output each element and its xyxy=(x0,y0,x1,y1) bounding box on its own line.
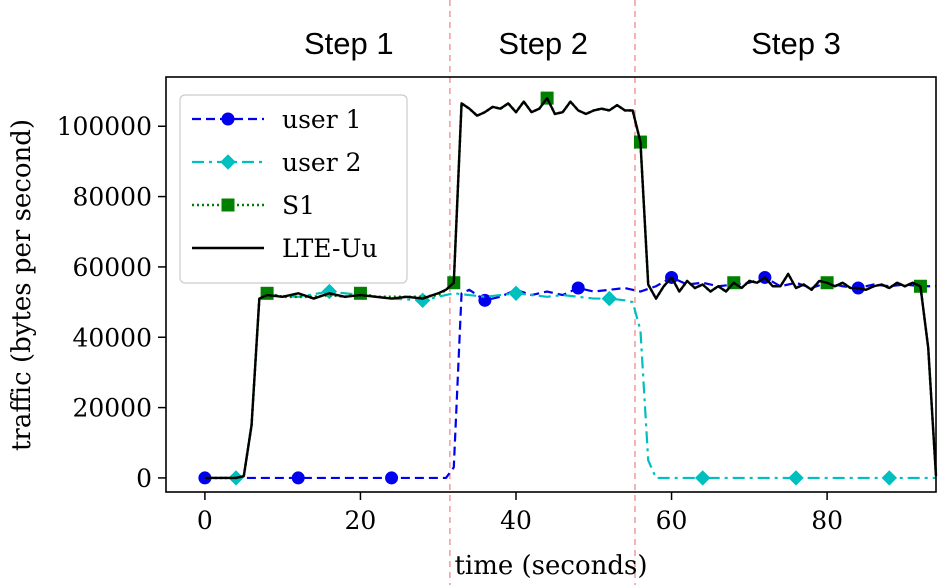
x-tick-label: 20 xyxy=(345,506,377,535)
series-line xyxy=(204,290,936,480)
step-labels: Step 1 Step 2 Step 3 xyxy=(304,26,841,61)
legend-label: user 2 xyxy=(282,148,362,177)
legend-marker xyxy=(221,198,235,212)
data-point-marker xyxy=(385,471,399,485)
x-axis: 0 20 40 60 80 xyxy=(197,492,843,535)
legend-label: LTE-Uu xyxy=(282,234,378,263)
series-lte-uu xyxy=(204,96,938,480)
x-tick-label: 0 xyxy=(197,506,213,535)
y-tick-label: 80000 xyxy=(72,183,152,212)
legend-label: user 1 xyxy=(282,105,362,134)
x-tick-label: 40 xyxy=(500,506,532,535)
series-line xyxy=(204,276,936,480)
step-label: Step 1 xyxy=(304,26,394,61)
legend: user 1 user 2 S1 LTE-Uu xyxy=(179,94,408,284)
x-tick-label: 80 xyxy=(811,506,843,535)
y-tick-label: 40000 xyxy=(72,323,152,352)
data-point-marker xyxy=(881,470,898,486)
data-point-marker xyxy=(601,290,618,307)
data-point-marker xyxy=(414,292,431,309)
legend-box xyxy=(179,94,408,284)
legend-marker xyxy=(221,112,235,126)
series-user-1 xyxy=(198,270,936,485)
step-label: Step 2 xyxy=(498,26,588,61)
x-axis-label: time (seconds) xyxy=(454,551,647,581)
y-axis: 0 20000 40000 60000 80000 100000 xyxy=(57,112,166,493)
x-tick-label: 60 xyxy=(656,506,688,535)
step-label: Step 3 xyxy=(751,26,841,61)
y-tick-label: 20000 xyxy=(72,394,152,423)
data-point-marker xyxy=(788,470,804,486)
y-tick-label: 100000 xyxy=(57,112,152,141)
y-axis-label: traffic (bytes per second) xyxy=(7,119,37,451)
legend-marker xyxy=(220,154,236,170)
data-point-marker xyxy=(571,281,585,295)
data-point-marker xyxy=(508,285,524,301)
series-line xyxy=(204,96,938,480)
plot-frame xyxy=(165,76,937,493)
legend-label: S1 xyxy=(282,191,315,220)
data-point-marker xyxy=(291,471,305,485)
data-point-marker xyxy=(694,470,711,486)
y-tick-label: 0 xyxy=(136,464,152,493)
y-tick-label: 60000 xyxy=(72,253,152,282)
series-user-2 xyxy=(204,283,936,486)
series-layer xyxy=(198,91,938,486)
step-boundaries xyxy=(449,0,636,585)
data-point-marker xyxy=(321,283,338,300)
data-point-marker xyxy=(353,286,367,300)
